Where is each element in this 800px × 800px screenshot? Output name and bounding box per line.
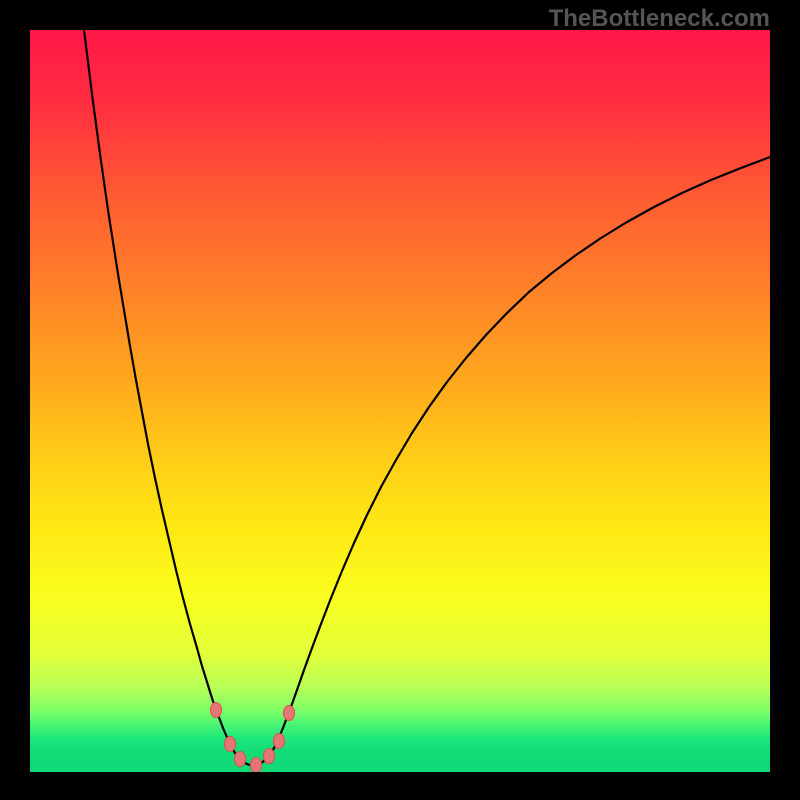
watermark-text: TheBottleneck.com <box>549 5 770 33</box>
gradient-plot-area <box>30 30 770 772</box>
chart-stage: TheBottleneck.com <box>0 0 800 800</box>
curve-marker <box>264 749 275 764</box>
curve-marker <box>211 703 222 718</box>
curve-marker <box>235 752 246 767</box>
curve-marker <box>251 758 262 773</box>
curve-marker <box>284 706 295 721</box>
curve-marker <box>225 737 236 752</box>
curve-marker <box>274 734 285 749</box>
plot-svg <box>30 30 770 772</box>
